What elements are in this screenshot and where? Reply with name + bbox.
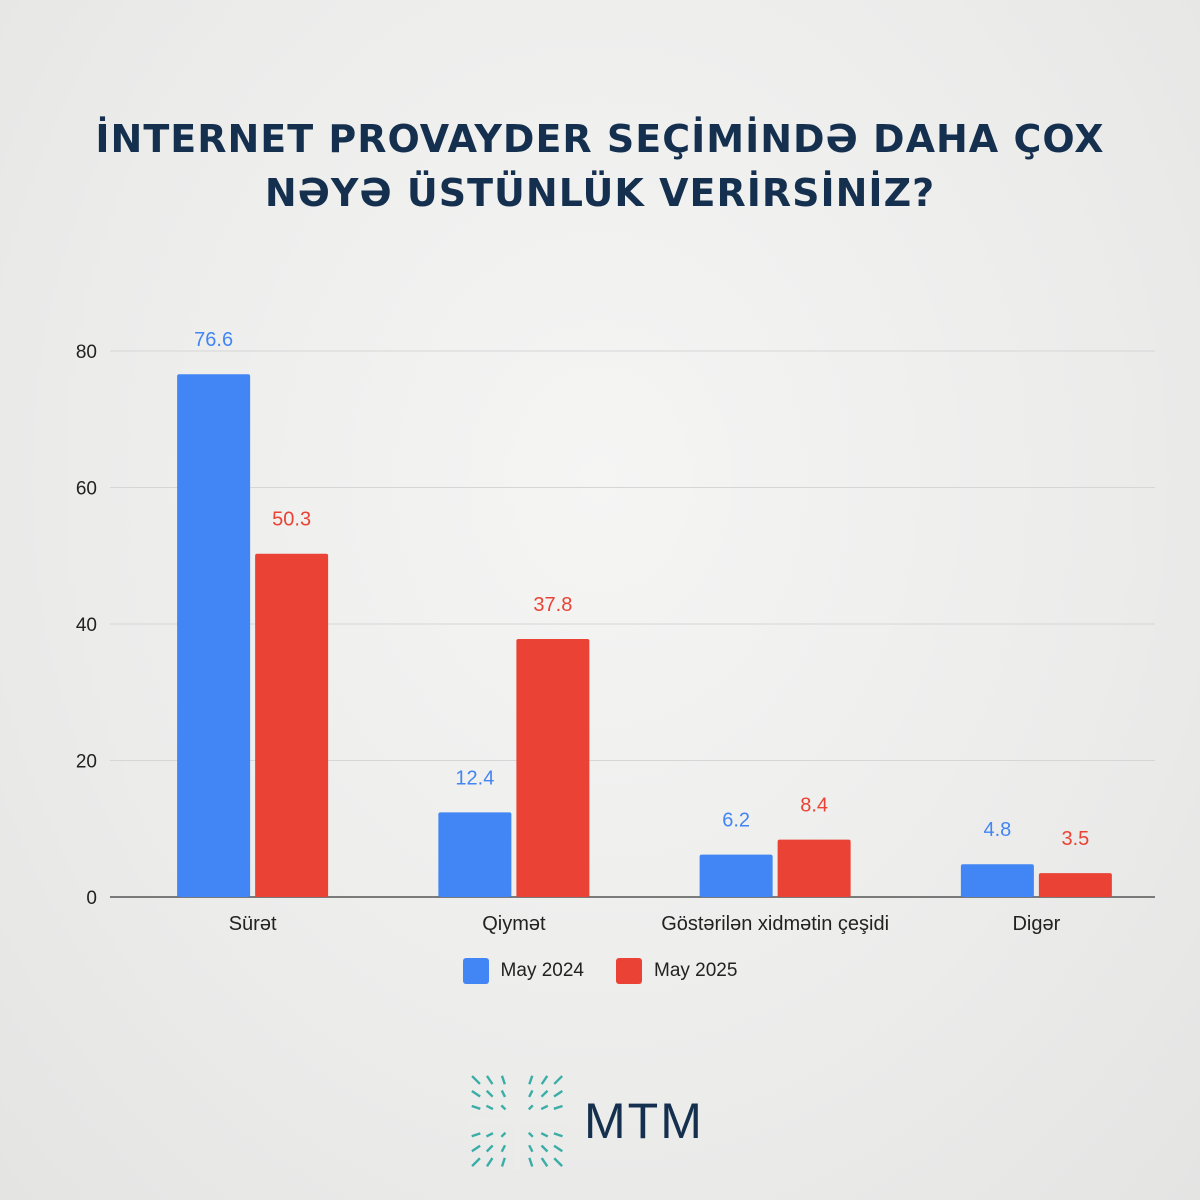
bar-chart: 0 20 40 60 80 76.6 50.3 Sürət 12.4 37.8 Qiymət 6.2 8… bbox=[76, 329, 1155, 935]
data-label: 4.8 bbox=[983, 819, 1011, 841]
data-label: 12.4 bbox=[455, 767, 494, 789]
legend-label-2024: May 2024 bbox=[500, 960, 584, 981]
logo-dash bbox=[485, 1132, 494, 1138]
logo-dash bbox=[540, 1132, 549, 1138]
logo-dash bbox=[500, 1157, 506, 1167]
data-label: 3.5 bbox=[1061, 828, 1089, 850]
logo-dash bbox=[553, 1144, 563, 1153]
data-label: 6.2 bbox=[722, 810, 750, 832]
chart-title-line-2: NƏYƏ ÜSTÜNLÜK VERİRSİNİZ? bbox=[264, 171, 936, 215]
logo-mark-icon bbox=[468, 1072, 566, 1170]
logo-dash bbox=[485, 1144, 494, 1153]
bar-2025 bbox=[255, 553, 329, 897]
logo-dash bbox=[528, 1089, 534, 1098]
bar-2024 bbox=[960, 864, 1034, 897]
data-label: 37.8 bbox=[533, 594, 572, 616]
bar-2024 bbox=[177, 374, 251, 898]
logo-dash bbox=[540, 1144, 549, 1153]
bar-2024 bbox=[438, 812, 512, 897]
chart-title: İNTERNET PROVAYDER SEÇİMİNDƏ DAHA ÇOX NƏ… bbox=[0, 112, 1200, 220]
logo-dash bbox=[553, 1075, 563, 1085]
logo-dash bbox=[553, 1132, 563, 1138]
logo-dash bbox=[528, 1157, 534, 1167]
chart-title-line-1: İNTERNET PROVAYDER SEÇİMİNDƏ DAHA ÇOX bbox=[95, 117, 1105, 161]
legend-swatch-2025 bbox=[616, 958, 642, 984]
logo-dash bbox=[471, 1157, 481, 1167]
bar-2025 bbox=[777, 839, 851, 897]
bar-2025 bbox=[1038, 873, 1112, 897]
x-category-label: Digər bbox=[1012, 913, 1060, 935]
logo-dash bbox=[527, 1104, 534, 1111]
x-category-label: Göstərilən xidmətin çeşidi bbox=[661, 913, 889, 935]
logo-dash bbox=[553, 1157, 563, 1167]
logo-dash bbox=[485, 1089, 494, 1098]
legend-label-2025: May 2025 bbox=[654, 960, 738, 981]
logo-dash bbox=[527, 1131, 534, 1138]
y-tick-label: 60 bbox=[76, 479, 97, 500]
data-label: 8.4 bbox=[800, 795, 828, 817]
brand-logo: MTM bbox=[468, 1072, 704, 1170]
y-tick-label: 80 bbox=[76, 342, 97, 363]
bar-2024 bbox=[699, 854, 773, 897]
logo-dash bbox=[540, 1075, 549, 1085]
logo-dash bbox=[500, 1144, 507, 1153]
data-label: 50.3 bbox=[272, 509, 311, 531]
bar-2025 bbox=[516, 639, 590, 897]
brand-name: MTM bbox=[584, 1093, 704, 1149]
logo-dash bbox=[500, 1089, 507, 1098]
logo-dash bbox=[471, 1144, 481, 1153]
x-category-label: Sürət bbox=[229, 913, 277, 935]
y-tick-label: 40 bbox=[76, 615, 97, 636]
y-tick-label: 0 bbox=[86, 888, 97, 909]
legend: May 2024 May 2025 bbox=[0, 958, 1200, 984]
legend-swatch-2024 bbox=[462, 958, 489, 984]
logo-dash bbox=[471, 1104, 481, 1110]
logo-dash bbox=[528, 1144, 534, 1153]
logo-dash bbox=[471, 1132, 481, 1138]
logo-dash bbox=[540, 1157, 549, 1167]
logo-dash bbox=[485, 1157, 494, 1167]
logo-dash bbox=[540, 1104, 549, 1111]
logo-dash bbox=[500, 1104, 507, 1111]
data-label: 76.6 bbox=[194, 329, 233, 351]
logo-dash bbox=[485, 1104, 494, 1111]
logo-dash bbox=[528, 1075, 534, 1085]
legend-item-2025: May 2025 bbox=[616, 958, 737, 984]
logo-dash bbox=[471, 1089, 481, 1098]
logo-dash bbox=[500, 1075, 506, 1085]
logo-dash bbox=[485, 1075, 494, 1085]
logo-dash bbox=[553, 1104, 563, 1110]
y-tick-label: 20 bbox=[76, 752, 97, 773]
legend-item-2024: May 2024 bbox=[462, 958, 584, 984]
logo-dash bbox=[471, 1075, 481, 1085]
logo-cross-horizontal bbox=[468, 1118, 566, 1124]
logo-dash bbox=[540, 1089, 549, 1098]
logo-dash bbox=[553, 1089, 563, 1098]
x-category-label: Qiymət bbox=[482, 913, 546, 935]
logo-dash bbox=[500, 1131, 507, 1138]
